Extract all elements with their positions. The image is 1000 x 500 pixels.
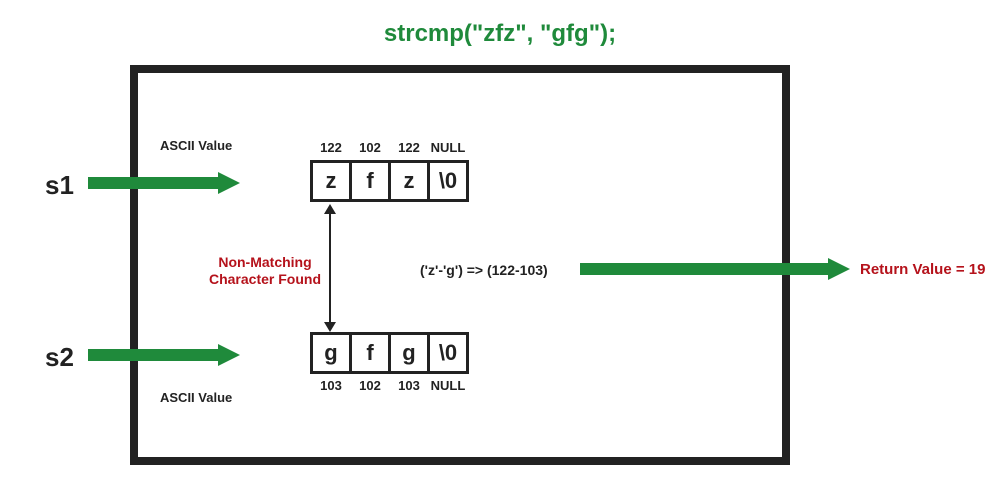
- s2-ascii-values: 103 102 103 NULL: [310, 378, 466, 393]
- return-value: Return Value = 19: [860, 261, 985, 278]
- nonmatch-label: Non-Matching Character Found: [200, 254, 330, 288]
- s2-ascii-caption: ASCII Value: [160, 390, 232, 405]
- s2-ascii-3: NULL: [427, 378, 469, 393]
- s1-ascii-caption: ASCII Value: [160, 138, 232, 153]
- s2-cells: g f g \0: [310, 332, 466, 374]
- s2-cell-1: f: [349, 332, 391, 374]
- s1-label: s1: [45, 170, 74, 201]
- s1-cell-2: z: [388, 160, 430, 202]
- s2-label: s2: [45, 342, 74, 373]
- s1-cells: z f z \0: [310, 160, 466, 202]
- s2-ascii-2: 103: [388, 378, 430, 393]
- s1-ascii-2: 122: [388, 140, 430, 155]
- s1-cell-1: f: [349, 160, 391, 202]
- s2-ascii-0: 103: [310, 378, 352, 393]
- nonmatch-line2: Character Found: [209, 271, 321, 287]
- s1-cell-0: z: [310, 160, 352, 202]
- s1-ascii-values: 122 102 122 NULL: [310, 140, 466, 155]
- diagram-title: strcmp("zfz", "gfg");: [0, 20, 1000, 48]
- s2-cell-2: g: [388, 332, 430, 374]
- s1-ascii-0: 122: [310, 140, 352, 155]
- s1-cell-3: \0: [427, 160, 469, 202]
- s2-ascii-1: 102: [349, 378, 391, 393]
- s2-cell-3: \0: [427, 332, 469, 374]
- nonmatch-line1: Non-Matching: [218, 254, 311, 270]
- calc-expression: ('z'-'g') => (122-103): [420, 262, 548, 278]
- s2-cell-0: g: [310, 332, 352, 374]
- s1-ascii-3: NULL: [427, 140, 469, 155]
- s1-ascii-1: 102: [349, 140, 391, 155]
